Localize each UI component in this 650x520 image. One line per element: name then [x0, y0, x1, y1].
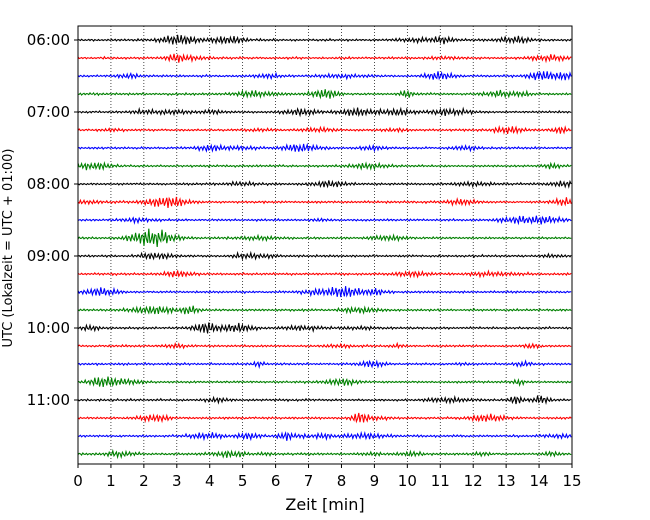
trace-11:15: [77, 412, 572, 424]
trace-06:15: [77, 53, 572, 64]
y-tick-label: 06:00: [27, 31, 70, 49]
x-tick-label: 13: [497, 472, 516, 490]
y-axis: 06:00 07:00 08:00 09:00 10:00 11:00: [27, 31, 78, 409]
trace-11:00: [77, 394, 572, 406]
trace-11:30: [77, 430, 572, 442]
x-tick-label: 4: [205, 472, 215, 490]
y-axis-label: UTC (Lokalzeit = UTC + 01:00): [1, 149, 16, 348]
trace-10:15: [77, 341, 572, 350]
y-tick-label: 08:00: [27, 175, 70, 193]
trace-07:00: [77, 106, 572, 118]
x-tick-label: 15: [562, 472, 581, 490]
trace-07:15: [77, 124, 572, 135]
y-tick-label: 11:00: [27, 391, 70, 409]
x-tick-label: 0: [73, 472, 83, 490]
trace-10:30: [77, 359, 572, 370]
x-axis: 0 1 2 3 4 5 6 7 8 9 10 11 12 13 14 15: [73, 464, 582, 490]
trace-06:30: [77, 70, 572, 82]
traces: [77, 34, 572, 460]
y-tick-label: 10:00: [27, 319, 70, 337]
trace-06:00: [77, 34, 572, 45]
trace-11:45: [77, 448, 572, 460]
x-tick-label: 5: [238, 472, 248, 490]
x-tick-label: 9: [370, 472, 380, 490]
x-tick-label: 14: [530, 472, 549, 490]
trace-10:00: [77, 322, 572, 334]
y-tick-label: 07:00: [27, 103, 70, 121]
trace-06:45: [77, 88, 572, 100]
plot-frame: [77, 25, 573, 465]
trace-08:45: [77, 228, 572, 247]
x-tick-label: 6: [271, 472, 281, 490]
grid-lines: [110, 26, 540, 464]
trace-08:30: [77, 215, 572, 226]
trace-07:30: [77, 142, 572, 153]
trace-08:00: [77, 179, 572, 189]
x-tick-label: 1: [106, 472, 116, 490]
x-tick-label: 8: [337, 472, 347, 490]
x-tick-label: 2: [139, 472, 149, 490]
trace-10:45: [77, 376, 572, 388]
trace-08:15: [77, 196, 572, 208]
trace-07:45: [77, 161, 572, 172]
y-tick-label: 09:00: [27, 247, 70, 265]
x-tick-label: 3: [172, 472, 182, 490]
trace-09:30: [77, 286, 572, 298]
trace-09:00: [77, 250, 572, 261]
trace-09:45: [77, 305, 572, 316]
x-axis-label: Zeit [min]: [285, 495, 364, 514]
trace-09:15: [77, 269, 572, 279]
x-tick-label: 12: [464, 472, 483, 490]
x-tick-label: 7: [304, 472, 314, 490]
x-tick-label: 10: [398, 472, 417, 490]
x-tick-label: 11: [431, 472, 450, 490]
